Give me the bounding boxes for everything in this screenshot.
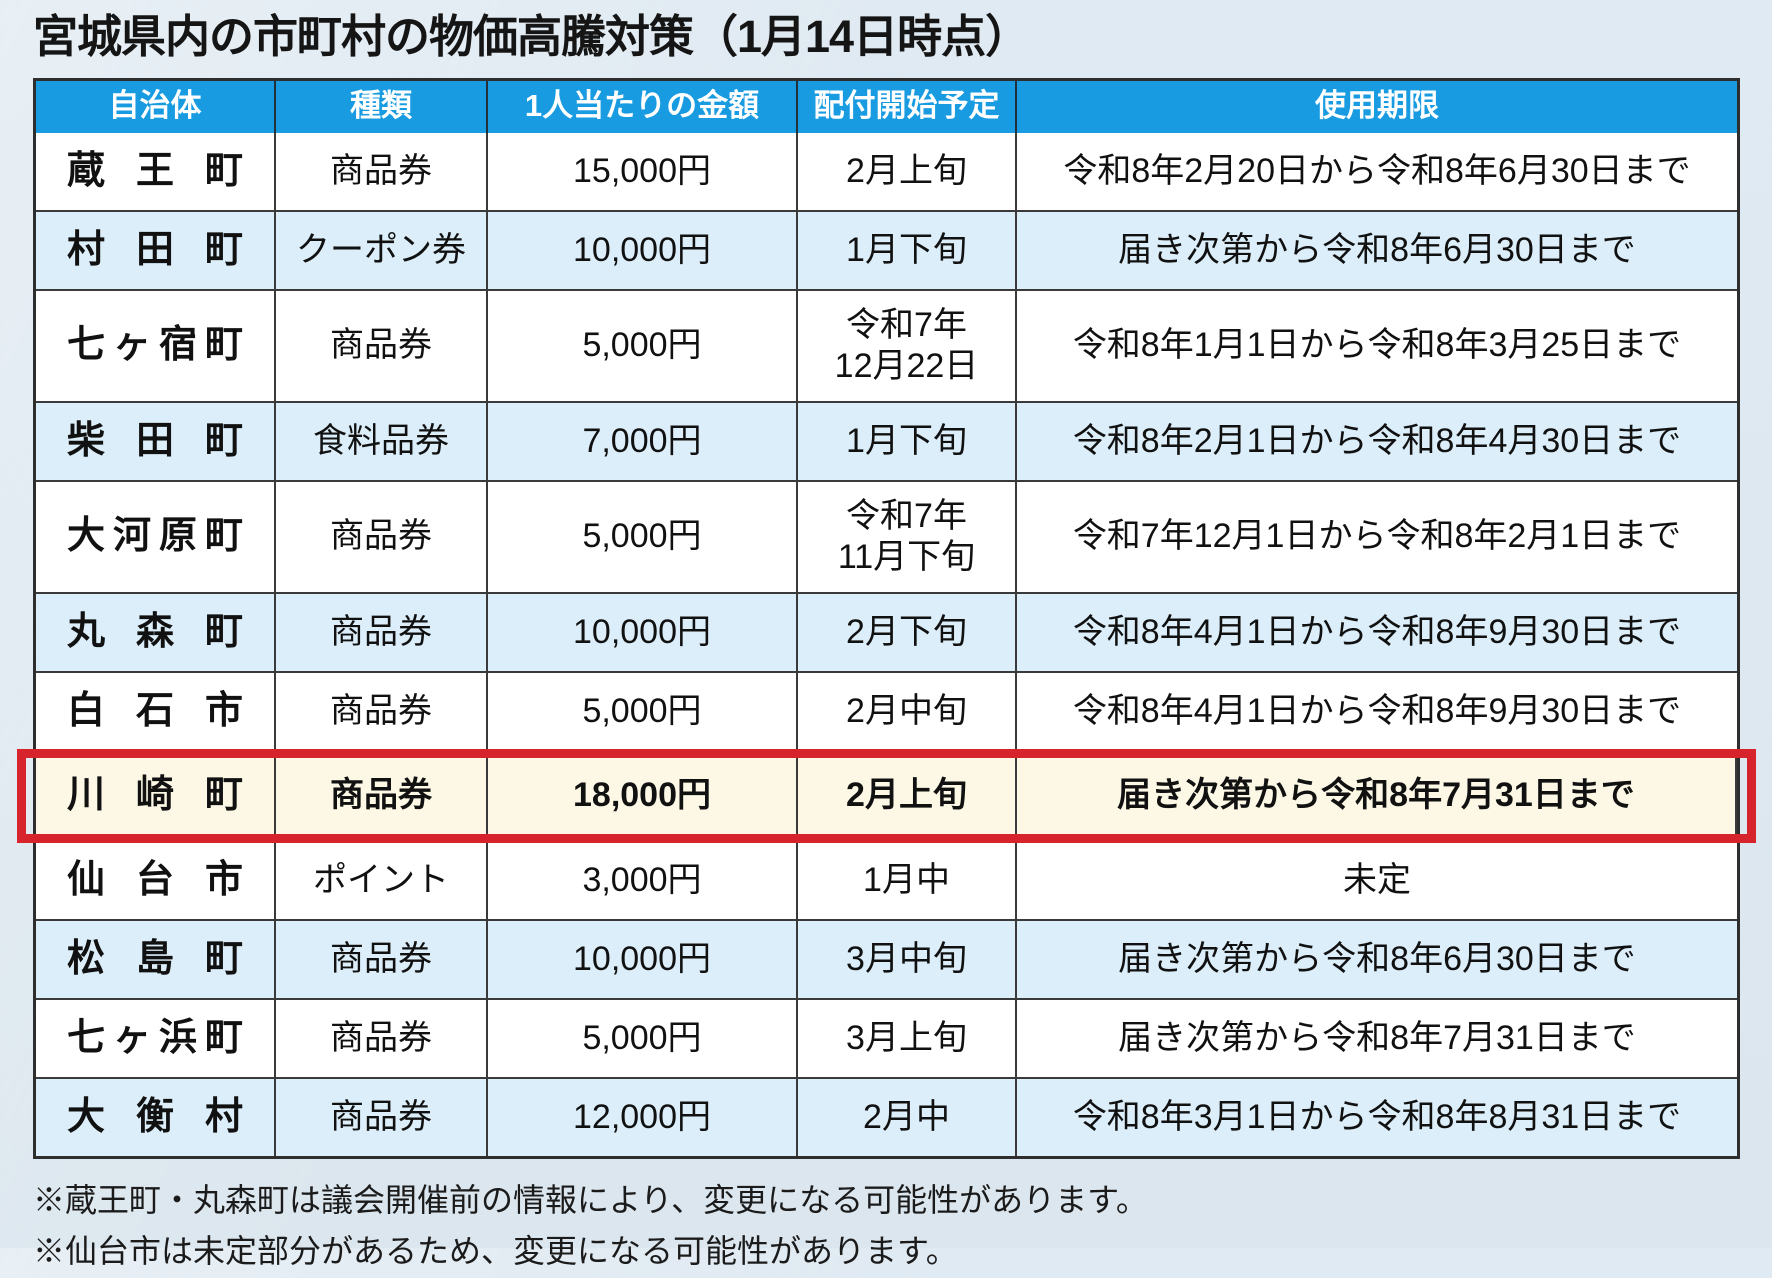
amount-cell: 18,000円 — [488, 752, 798, 840]
deadline-cell: 届き次第から令和8年7月31日まで — [1017, 1000, 1737, 1077]
start-cell: 3月中旬 — [798, 921, 1017, 998]
amount-cell: 15,000円 — [488, 133, 798, 210]
type-cell: 商品券 — [276, 673, 488, 750]
start-cell: 2月中 — [798, 1079, 1017, 1156]
municipality-cell: 七ヶ宿町 — [36, 291, 276, 401]
start-cell: 3月上旬 — [798, 1000, 1017, 1077]
header-type: 種類 — [276, 81, 488, 133]
amount-cell: 12,000円 — [488, 1079, 798, 1156]
municipality-cell: 白石市 — [36, 673, 276, 750]
deadline-cell: 未定 — [1017, 842, 1737, 919]
amount-cell: 5,000円 — [488, 482, 798, 592]
type-cell: 商品券 — [276, 921, 488, 998]
amount-cell: 10,000円 — [488, 921, 798, 998]
amount-cell: 10,000円 — [488, 212, 798, 289]
page-title: 宮城県内の市町村の物価高騰対策（1月14日時点） — [33, 8, 1740, 67]
start-cell: 2月上旬 — [798, 752, 1017, 840]
municipality-cell: 川崎町 — [36, 752, 276, 840]
deadline-cell: 令和7年12月1日から令和8年2月1日まで — [1017, 482, 1737, 592]
deadline-cell: 令和8年3月1日から令和8年8月31日まで — [1017, 1079, 1737, 1156]
type-cell: 商品券 — [276, 1000, 488, 1077]
municipality-cell: 村田町 — [36, 212, 276, 289]
table-header-row: 自治体 種類 1人当たりの金額 配付開始予定 使用期限 — [36, 81, 1737, 133]
deadline-cell: 令和8年1月1日から令和8年3月25日まで — [1017, 291, 1737, 401]
deadline-cell: 届き次第から令和8年6月30日まで — [1017, 921, 1737, 998]
municipality-cell: 柴田町 — [36, 403, 276, 480]
municipality-cell: 七ヶ浜町 — [36, 1000, 276, 1077]
deadline-cell: 令和8年4月1日から令和8年9月30日まで — [1017, 673, 1737, 750]
deadline-cell: 令和8年4月1日から令和8年9月30日まで — [1017, 594, 1737, 671]
type-cell: 商品券 — [276, 1079, 488, 1156]
type-cell: 商品券 — [276, 752, 488, 840]
footnotes: ※蔵王町・丸森町は議会開催前の情報により、変更になる可能性があります。 ※仙台市… — [33, 1175, 1740, 1278]
municipality-cell: 蔵王町 — [36, 133, 276, 210]
amount-cell: 7,000円 — [488, 403, 798, 480]
type-cell: 商品券 — [276, 482, 488, 592]
start-cell: 令和7年 11月下旬 — [798, 482, 1017, 592]
start-cell: 1月下旬 — [798, 403, 1017, 480]
amount-cell: 3,000円 — [488, 842, 798, 919]
municipality-cell: 仙台市 — [36, 842, 276, 919]
deadline-cell: 届き次第から令和8年7月31日まで — [1017, 752, 1737, 840]
start-cell: 2月中旬 — [798, 673, 1017, 750]
header-usage-deadline: 使用期限 — [1017, 81, 1737, 133]
header-amount-per-person: 1人当たりの金額 — [488, 81, 798, 133]
municipality-cell: 大河原町 — [36, 482, 276, 592]
infographic-page: 宮城県内の市町村の物価高騰対策（1月14日時点） 自治体 種類 1人当たりの金額… — [33, 8, 1740, 1278]
start-cell: 2月上旬 — [798, 133, 1017, 210]
start-cell: 1月下旬 — [798, 212, 1017, 289]
deadline-cell: 令和8年2月20日から令和8年6月30日まで — [1017, 133, 1737, 210]
start-cell: 2月下旬 — [798, 594, 1017, 671]
type-cell: 商品券 — [276, 291, 488, 401]
amount-cell: 5,000円 — [488, 673, 798, 750]
header-distribution-start: 配付開始予定 — [798, 81, 1017, 133]
amount-cell: 5,000円 — [488, 1000, 798, 1077]
deadline-cell: 令和8年2月1日から令和8年4月30日まで — [1017, 403, 1737, 480]
footnote-1: ※蔵王町・丸森町は議会開催前の情報により、変更になる可能性があります。 — [33, 1175, 1740, 1227]
type-cell: 商品券 — [276, 133, 488, 210]
type-cell: 食料品券 — [276, 403, 488, 480]
footnote-2: ※仙台市は未定部分があるため、変更になる可能性があります。 — [33, 1226, 1740, 1278]
municipality-cell: 松島町 — [36, 921, 276, 998]
deadline-cell: 届き次第から令和8年6月30日まで — [1017, 212, 1737, 289]
type-cell: ポイント — [276, 842, 488, 919]
municipality-cell: 丸森町 — [36, 594, 276, 671]
start-cell: 令和7年 12月22日 — [798, 291, 1017, 401]
type-cell: 商品券 — [276, 594, 488, 671]
start-cell: 1月中 — [798, 842, 1017, 919]
header-municipality: 自治体 — [36, 81, 276, 133]
amount-cell: 5,000円 — [488, 291, 798, 401]
municipality-cell: 大衡村 — [36, 1079, 276, 1156]
amount-cell: 10,000円 — [488, 594, 798, 671]
type-cell: クーポン券 — [276, 212, 488, 289]
